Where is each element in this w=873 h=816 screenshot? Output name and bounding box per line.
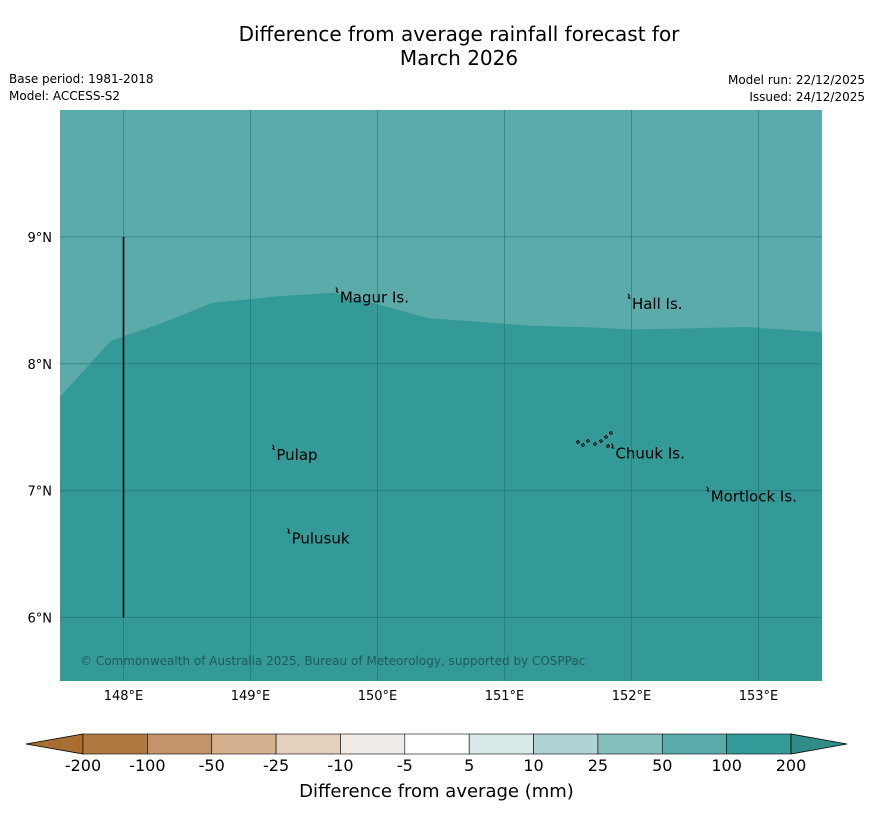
colorbar-tick-labels: -200 -100 -50 -25 -10 -5 5 10 25 50 100 200 <box>0 756 873 776</box>
islet-outline <box>605 443 611 449</box>
colorbar-segment <box>211 733 277 755</box>
colorbar-tick-label: -10 <box>327 756 354 775</box>
colorbar-segment <box>275 733 341 755</box>
colorbar-tick-label: -5 <box>396 756 413 775</box>
island-outline <box>271 444 276 451</box>
lat-tick-label: 8°N <box>28 358 53 373</box>
place-label: Chuuk Is. <box>615 445 684 463</box>
title-line-1: Difference from average rainfall forecas… <box>238 22 680 46</box>
title-line-2: March 2026 <box>399 46 519 70</box>
lat-tick-label: 7°N <box>28 485 53 500</box>
colorbar-tick-label: 50 <box>652 756 673 775</box>
island-outline <box>287 528 291 535</box>
colorbar-extend-high <box>790 733 848 755</box>
island-outline <box>706 486 710 493</box>
colorbar-tick-label: 5 <box>464 756 475 775</box>
island-outline <box>627 293 631 300</box>
colorbar-segment <box>340 733 406 755</box>
colorbar-segment <box>597 733 663 755</box>
issued-date: Issued: 24/12/2025 <box>749 90 865 104</box>
lon-tick-label: 151°E <box>485 689 525 704</box>
colorbar-segment <box>404 733 470 755</box>
colorbar-tick-label: 200 <box>775 756 807 775</box>
colorbar-tick-label: 25 <box>587 756 609 775</box>
base-period: Base period: 1981-2018 <box>9 72 154 86</box>
place-label: Pulusuk <box>292 530 350 548</box>
islet-outline <box>585 438 591 444</box>
islet-outline <box>592 441 598 447</box>
colorbar-segment <box>661 733 727 755</box>
colorbar-extend-low <box>25 733 84 755</box>
place-label: Hall Is. <box>632 295 683 313</box>
place-label: Magur Is. <box>340 288 409 306</box>
place-label: Mortlock Is. <box>711 488 797 506</box>
colorbar-tick-label: -50 <box>198 756 225 775</box>
islet-outline <box>603 434 609 440</box>
island-outline <box>611 443 615 450</box>
islet-outline <box>580 442 586 448</box>
colorbar-segment <box>533 733 599 755</box>
model-name: Model: ACCESS-S2 <box>9 89 121 103</box>
meta-left: Base period: 1981-2018 Model: ACCESS-S2 <box>9 71 154 105</box>
colorbar-segment <box>147 733 213 755</box>
islet-outline <box>575 439 581 445</box>
meta-right: Model run: 22/12/2025 Issued: 24/12/2025 <box>728 72 865 106</box>
island-outline <box>335 287 339 293</box>
colorbar-segment <box>726 733 792 755</box>
colorbar-tick-label: -200 <box>64 756 102 775</box>
lon-tick-label: 148°E <box>104 689 144 704</box>
copyright-notice: © Commonwealth of Australia 2025, Bureau… <box>80 654 585 668</box>
colorbar-tick-label: 100 <box>711 756 742 775</box>
colorbar-tick-label: 10 <box>523 756 544 775</box>
lat-tick-label: 9°N <box>28 231 53 246</box>
map-area: Magur Is. Hall Is. Pulap Chuuk Is. Mortlock … <box>28 110 822 704</box>
lon-tick-label: 152°E <box>612 689 652 704</box>
islet-outline <box>608 430 614 436</box>
colorbar <box>25 733 848 755</box>
lon-tick-label: 153°E <box>739 689 779 704</box>
lon-tick-label: 150°E <box>358 689 398 704</box>
lon-tick-label: 149°E <box>231 689 271 704</box>
islet-outline <box>598 438 604 444</box>
colorbar-tick-label: -25 <box>263 756 290 775</box>
place-label: Pulap <box>276 446 317 464</box>
model-run: Model run: 22/12/2025 <box>727 73 865 87</box>
colorbar-segment <box>468 733 534 755</box>
colorbar-segment <box>82 733 148 755</box>
colorbar-tick-label: -100 <box>129 756 166 775</box>
lat-tick-label: 6°N <box>28 612 53 627</box>
colorbar-title: Difference from average (mm) <box>299 781 574 802</box>
map-title: Difference from average rainfall forecas… <box>0 22 873 70</box>
